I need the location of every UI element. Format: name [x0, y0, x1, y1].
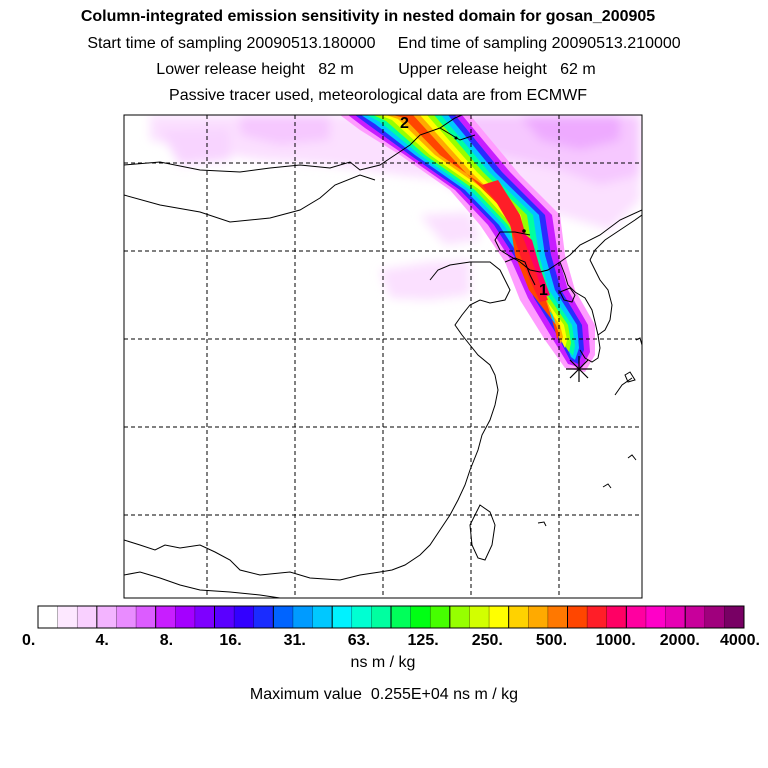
upper-value: 62 m: [560, 61, 596, 78]
release-star-icon: [566, 356, 592, 382]
colorbar-cell: [489, 606, 510, 628]
colorbar-cell: [391, 606, 412, 628]
colorbar-tick-label: 8.: [160, 632, 173, 649]
trajectory-dot-1: [522, 229, 526, 233]
colorbar-cell: [685, 606, 706, 628]
colorbar-cell: [430, 606, 451, 628]
upper-label: Upper release height: [398, 61, 547, 78]
colorbar-cell: [292, 606, 314, 628]
max-units: ns m / kg: [453, 686, 519, 703]
max-value: 0.255E+04: [370, 686, 449, 703]
colorbar-cell: [253, 606, 274, 628]
start-label: Start time of sampling: [87, 35, 243, 52]
colorbar-cell: [136, 606, 157, 628]
colorbar-cell: [626, 606, 647, 628]
sensitivity-field: [150, 115, 640, 372]
colorbar-tick-label: 4.: [96, 632, 109, 649]
colorbar-tick-label: 250.: [472, 632, 503, 649]
colorbar-cell: [508, 606, 529, 628]
korea-border: [494, 209, 642, 273]
ryukyu-3: [537, 521, 547, 527]
colorbar-cell: [214, 606, 235, 628]
colorbar-cell: [724, 606, 745, 628]
colorbar-tick-label: 0.: [22, 632, 35, 649]
lat-lon-grid: [124, 115, 642, 598]
south-border-2: [124, 571, 281, 598]
colorbar-cell: [469, 606, 490, 628]
colorbar-cell: [234, 606, 255, 628]
trajectory-dot-2: [454, 136, 458, 140]
border-ne: [439, 127, 476, 141]
colorbar-tick-label: 125.: [408, 632, 439, 649]
korea-east-coast: [589, 214, 642, 336]
colorbar-cell: [57, 606, 78, 628]
ryukyu-2: [602, 483, 612, 489]
ryukyu-1: [627, 454, 637, 461]
colorbar-cell: [371, 606, 392, 628]
colorbar-cell: [665, 606, 686, 628]
colorbar-cell: [312, 606, 333, 628]
colorbar-cell: [116, 606, 137, 628]
max-label: Maximum value: [249, 686, 362, 703]
maximum-value-line: Maximum value 0.255E+04 ns m / kg: [0, 686, 768, 704]
china-coast: [379, 261, 511, 573]
lower-value: 82 m: [318, 61, 354, 78]
colorbar-cell: [273, 606, 294, 628]
end-label: End time of sampling: [397, 35, 548, 52]
start-value: 20090513.180000: [246, 35, 376, 52]
island: [559, 287, 576, 303]
colorbar-cell: [567, 606, 588, 628]
island-e: [624, 371, 636, 383]
colorbar-tick-label: 500.: [536, 632, 567, 649]
colorbar-tick-label: 1000.: [596, 632, 636, 649]
sampling-times: Start time of sampling 20090513.180000 E…: [0, 35, 768, 53]
trajectory-label-2: 2: [400, 115, 409, 132]
colorbar-cell: [77, 606, 98, 628]
colorbar-cells: [38, 606, 745, 628]
colorbar-cell: [155, 606, 176, 628]
colorbar-tick-label: 4000.: [720, 632, 760, 649]
tracer-note: Passive tracer used, meteorological data…: [169, 87, 587, 104]
page-title: Column-integrated emission sensitivity i…: [80, 8, 656, 25]
korea-west-coast: [559, 261, 601, 363]
japan-coast: [614, 377, 633, 396]
coastlines: [124, 115, 642, 598]
colorbar-units: ns m / kg: [350, 654, 416, 671]
colorbar-cell: [332, 606, 353, 628]
colorbar-tick-label: 16.: [219, 632, 241, 649]
border-inner: [124, 174, 376, 223]
colorbar-tick-label: 31.: [284, 632, 306, 649]
colorbar-cell: [587, 606, 608, 628]
colorbar-cell: [645, 606, 667, 628]
colorbar-cell: [194, 606, 215, 628]
colorbar-cell: [704, 606, 725, 628]
colorbar-tick-label: 63.: [348, 632, 370, 649]
colorbar-cell: [410, 606, 431, 628]
release-heights: Lower release height 82 m Upper release …: [0, 61, 760, 79]
lower-label: Lower release height: [156, 61, 305, 78]
colorbar-cell: [606, 606, 627, 628]
colorbar-cell: [38, 606, 59, 628]
colorbar-ticks: [57, 606, 725, 628]
colorbar-cell: [547, 606, 568, 628]
south-border: [124, 539, 381, 581]
colorbar-cell: [351, 606, 372, 628]
colorbar-tick-labels: 0. 4. 8. 16. 31. 63. 125. 250. 500. 1000. 2000. 400…: [22, 632, 760, 649]
liaodong: [504, 257, 536, 286]
end-value: 20090513.210000: [551, 35, 681, 52]
colorbar-tick-label: 2000.: [660, 632, 700, 649]
colorbar-cell: [96, 606, 117, 628]
colorbar-cell: [449, 606, 470, 628]
colorbar-cell: [528, 606, 549, 628]
colorbar-cell: [175, 606, 196, 628]
border-north: [124, 115, 463, 173]
trajectory-label-1: 1: [539, 282, 548, 299]
